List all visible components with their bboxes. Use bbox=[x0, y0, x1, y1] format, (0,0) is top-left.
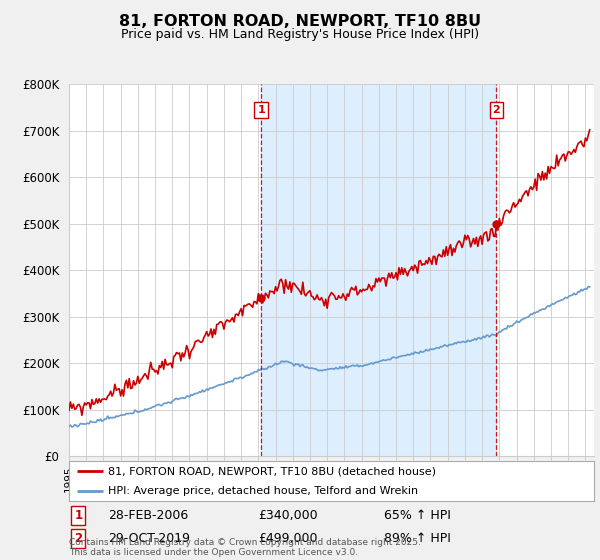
Text: 81, FORTON ROAD, NEWPORT, TF10 8BU: 81, FORTON ROAD, NEWPORT, TF10 8BU bbox=[119, 14, 481, 29]
Text: £499,000: £499,000 bbox=[258, 533, 317, 545]
Text: 28-FEB-2006: 28-FEB-2006 bbox=[109, 508, 188, 522]
Text: 29-OCT-2019: 29-OCT-2019 bbox=[109, 533, 190, 545]
Bar bbox=[261, 84, 496, 456]
Text: Contains HM Land Registry data © Crown copyright and database right 2025.
This d: Contains HM Land Registry data © Crown c… bbox=[69, 538, 421, 557]
Text: Price paid vs. HM Land Registry's House Price Index (HPI): Price paid vs. HM Land Registry's House … bbox=[121, 28, 479, 41]
Text: 1: 1 bbox=[257, 105, 265, 115]
Text: 2: 2 bbox=[74, 533, 83, 545]
Text: 81, FORTON ROAD, NEWPORT, TF10 8BU (detached house): 81, FORTON ROAD, NEWPORT, TF10 8BU (deta… bbox=[109, 466, 436, 477]
Text: £340,000: £340,000 bbox=[258, 508, 317, 522]
Text: 2: 2 bbox=[493, 105, 500, 115]
Text: HPI: Average price, detached house, Telford and Wrekin: HPI: Average price, detached house, Telf… bbox=[109, 486, 419, 496]
Text: 89% ↑ HPI: 89% ↑ HPI bbox=[384, 533, 451, 545]
Text: 1: 1 bbox=[74, 508, 83, 522]
Text: 65% ↑ HPI: 65% ↑ HPI bbox=[384, 508, 451, 522]
